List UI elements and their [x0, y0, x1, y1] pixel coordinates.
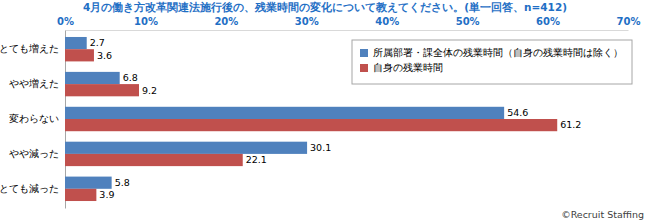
x-axis: 0% 10% 20% 30% 40% 50% 60% 70%	[57, 16, 640, 31]
tick: 10%	[134, 16, 158, 30]
tick: 70%	[617, 16, 641, 30]
legend-swatch	[360, 64, 368, 72]
axis-line	[66, 30, 629, 31]
bar	[65, 177, 112, 189]
legend-swatch	[360, 49, 368, 57]
category-tick: とても増えた	[0, 43, 65, 54]
tick-label: 60%	[536, 16, 560, 27]
legend-item: 自身の残業時間	[360, 62, 443, 73]
bar	[65, 142, 307, 154]
bar	[65, 72, 120, 84]
category-label: とても増えた	[0, 43, 59, 54]
chart: 4月の働き方改革関連法施行後の、残業時間の変化について教えてください。(単一回答…	[0, 0, 650, 222]
bar	[65, 37, 87, 49]
data-label: 22.1	[246, 154, 267, 165]
legend-label: 自身の残業時間	[373, 62, 443, 73]
category-label: やや減った	[9, 148, 59, 159]
y-axis: とても増えたやや増えた変わらないやや減ったとても減った	[0, 31, 66, 209]
data-label: 54.6	[507, 107, 528, 118]
tick: 30%	[295, 16, 319, 30]
tick: 40%	[375, 16, 399, 30]
category-label: やや増えた	[9, 78, 59, 89]
category-label: 変わらない	[9, 113, 59, 124]
legend: 所属部署・課全体の残業時間（自身の残業時間は除く） 自身の残業時間	[352, 40, 632, 84]
tick-label: 20%	[214, 16, 238, 27]
legend-label: 所属部署・課全体の残業時間（自身の残業時間は除く）	[373, 47, 623, 58]
data-label: 3.6	[97, 50, 112, 61]
bar	[65, 84, 139, 96]
data-label: 2.7	[90, 37, 105, 48]
category-label: とても減った	[0, 183, 59, 194]
tick: 50%	[456, 16, 480, 30]
tick-label: 70%	[617, 16, 641, 27]
legend-item: 所属部署・課全体の残業時間（自身の残業時間は除く）	[360, 47, 623, 58]
tick-label: 40%	[375, 16, 399, 27]
category-tick: やや増えた	[9, 78, 65, 89]
tick-label: 50%	[456, 16, 480, 27]
tick-label: 10%	[134, 16, 158, 27]
data-label: 5.8	[115, 177, 130, 188]
bar	[65, 107, 504, 119]
data-label: 61.2	[560, 119, 581, 130]
bar	[65, 49, 94, 61]
data-label: 30.1	[310, 142, 331, 153]
title: 4月の働き方改革関連法施行後の、残業時間の変化について教えてください。(単一回答…	[83, 1, 567, 14]
data-label: 9.2	[142, 85, 157, 96]
tick-label: 0%	[57, 16, 74, 27]
category-tick: 変わらない	[9, 113, 65, 124]
data-label: 3.9	[99, 189, 114, 200]
legend-box	[352, 40, 632, 84]
annotation: ©Recruit Staffing	[561, 209, 644, 220]
tick: 20%	[214, 16, 238, 30]
tick: 60%	[536, 16, 560, 30]
tick-label: 30%	[295, 16, 319, 27]
bar	[65, 189, 96, 201]
category-tick: やや減った	[9, 148, 65, 159]
bar	[65, 119, 557, 131]
data-label: 6.8	[123, 72, 138, 83]
category-tick: とても減った	[0, 183, 65, 194]
bar	[65, 154, 243, 166]
tick: 0%	[57, 16, 74, 30]
